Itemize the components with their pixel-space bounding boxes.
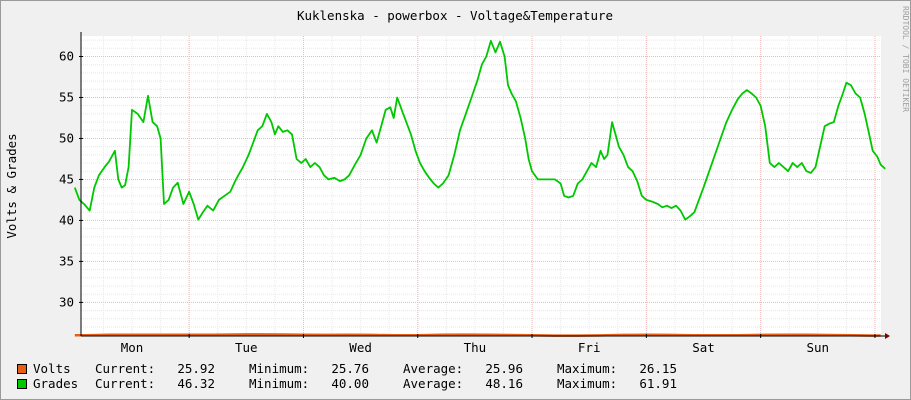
grades-swatch <box>17 378 27 389</box>
x-axis-arrow <box>885 333 890 339</box>
x-tick-label: Sat <box>692 340 715 355</box>
series-layer <box>73 40 886 337</box>
current-value: 25.92 <box>177 361 215 376</box>
legend-series-name: Grades <box>33 376 79 391</box>
y-tick-label: 45 <box>59 171 74 186</box>
y-tick-label: 55 <box>59 89 74 104</box>
legend-row-grades: Grades Current: 46.32 Minimum: 40.00 Ave… <box>17 376 677 391</box>
x-tick-label: Fri <box>578 340 601 355</box>
minimum-value: 40.00 <box>331 376 369 391</box>
axes-layer <box>79 32 890 339</box>
average-label: Average: <box>403 376 464 391</box>
legend: Volts Current: 25.92 Minimum: 25.76 Aver… <box>17 361 677 391</box>
minimum-label: Minimum: <box>249 376 310 391</box>
maximum-value: 26.15 <box>639 361 677 376</box>
minimum-value: 25.76 <box>331 361 369 376</box>
y-tick-label: 50 <box>59 130 74 145</box>
legend-series-name: Volts <box>33 361 71 376</box>
x-tick-label: Mon <box>121 340 144 355</box>
current-value: 46.32 <box>177 376 215 391</box>
y-tick-label: 40 <box>59 212 74 227</box>
x-tick-labels: Mon Tue Wed Thu Fri Sat Sun <box>121 340 829 355</box>
volts-swatch <box>17 363 27 374</box>
y-tick-label: 30 <box>59 294 74 309</box>
average-value: 25.96 <box>485 361 523 376</box>
x-tick-label: Wed <box>349 340 372 355</box>
series-line-grades <box>73 40 886 221</box>
series-line-volts <box>74 333 881 337</box>
chart-title: Kuklenska - powerbox - Voltage&Temperatu… <box>297 8 613 23</box>
x-tick-label: Thu <box>464 340 487 355</box>
average-value: 48.16 <box>485 376 523 391</box>
y-axis-label: Volts & Grades <box>4 133 19 238</box>
average-label: Average: <box>403 361 464 376</box>
maximum-value: 61.91 <box>639 376 677 391</box>
current-label: Current: <box>95 376 156 391</box>
y-tick-label: 35 <box>59 253 74 268</box>
major-grid <box>81 36 881 336</box>
legend-row-volts: Volts Current: 25.92 Minimum: 25.76 Aver… <box>17 361 677 376</box>
minimum-label: Minimum: <box>249 361 310 376</box>
x-tick-label: Tue <box>235 340 258 355</box>
y-tick-label: 60 <box>59 48 74 63</box>
maximum-label: Maximum: <box>557 376 618 391</box>
current-label: Current: <box>95 361 156 376</box>
watermark: RRDTOOL / TOBI OETIKER <box>901 6 910 112</box>
y-tick-labels: 30 35 40 45 50 55 60 <box>59 48 74 309</box>
x-tick-label: Sun <box>807 340 830 355</box>
maximum-label: Maximum: <box>557 361 618 376</box>
